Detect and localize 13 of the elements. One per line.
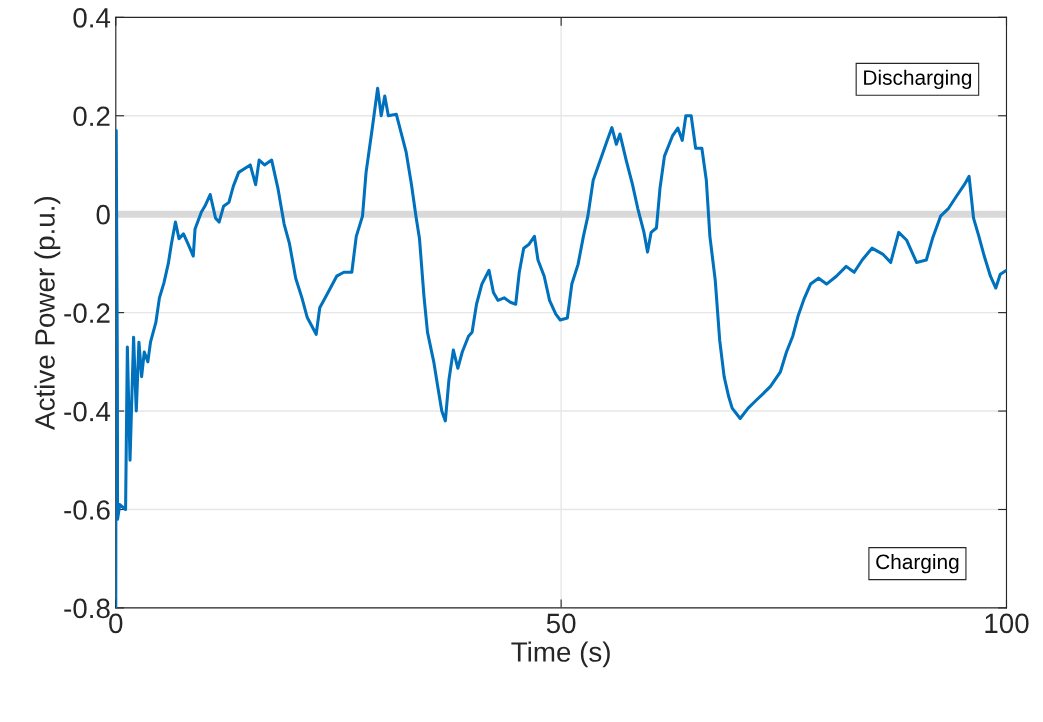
y-tick-label: -0.6 bbox=[64, 500, 110, 520]
x-tick-label: 100 bbox=[985, 613, 1029, 634]
y-tick-label: -0.4 bbox=[64, 401, 111, 422]
annotation: Charging bbox=[876, 553, 959, 574]
y-tick-label: 0.4 bbox=[73, 8, 111, 28]
annotation: Discharging bbox=[864, 69, 972, 90]
y-tick-label: -0.8 bbox=[64, 598, 110, 619]
x-tick-label: 50 bbox=[546, 613, 576, 634]
y-axis-title: Active Power (p.u.) bbox=[34, 197, 61, 430]
y-tick-label: -0.2 bbox=[64, 303, 110, 323]
y-tick-label: 0.2 bbox=[73, 106, 110, 127]
y-tick-label: 0 bbox=[96, 204, 110, 225]
x-axis-title: Time (s) bbox=[511, 641, 610, 668]
